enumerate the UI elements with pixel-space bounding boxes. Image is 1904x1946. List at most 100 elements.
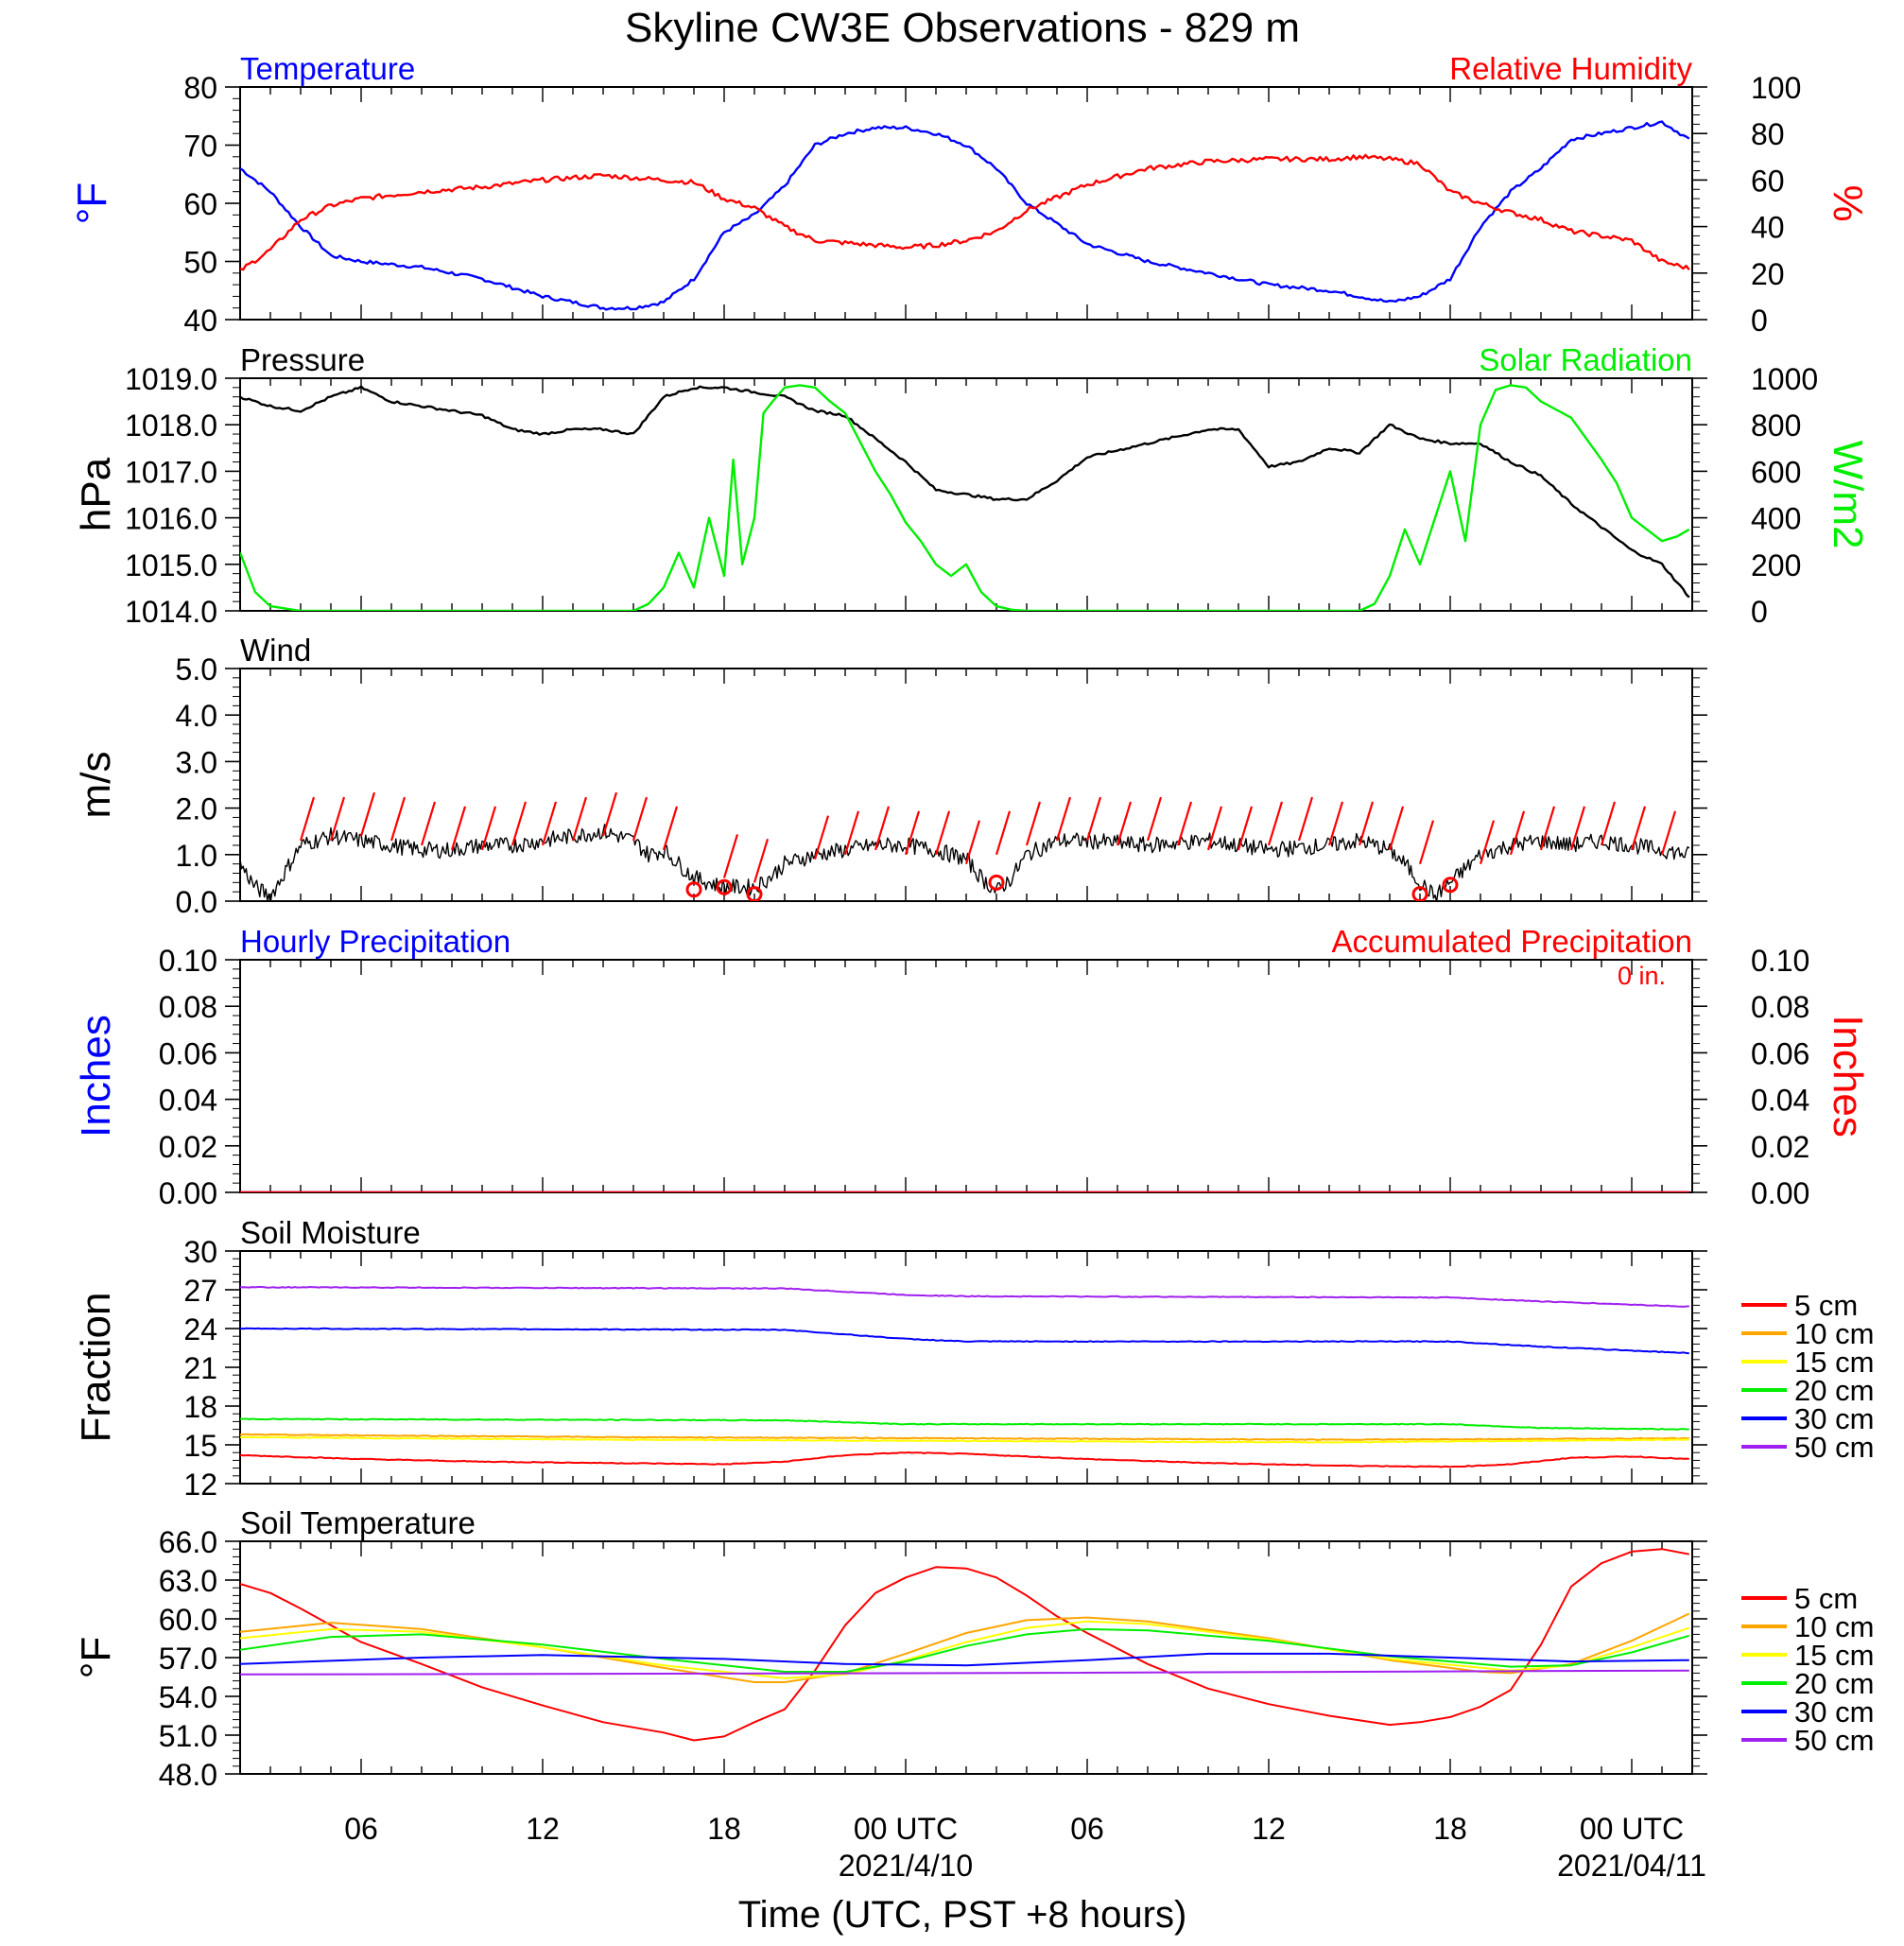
wind-barb-staff xyxy=(1025,801,1042,846)
wind-barb xyxy=(1146,796,1163,842)
series-group xyxy=(240,1286,1689,1468)
wind-barb xyxy=(843,810,860,856)
wind-barb xyxy=(1630,806,1647,851)
x-tick-label: 06 xyxy=(1070,1812,1104,1846)
wind-barb xyxy=(813,815,830,860)
y-tick-label-left: 1014.0 xyxy=(125,595,217,629)
y-axis-label-left: Fraction xyxy=(73,1293,119,1443)
wind-barb-staff xyxy=(1660,810,1677,856)
precip-total-annotation: 0 in. xyxy=(1618,962,1666,990)
wind-barb-staff xyxy=(359,791,376,837)
y-tick-label-left: 5.0 xyxy=(176,652,217,686)
y-tick-label-left: 12 xyxy=(183,1468,217,1502)
series-30-cm xyxy=(240,1652,1689,1667)
y-tick-label-left: 15 xyxy=(183,1429,217,1463)
y-axis-label-right: % xyxy=(1825,184,1871,221)
panel-precip: 0.00 0.02 0.04 0.06 0.08 0.10 0.00 0.02 0.04 0.06… xyxy=(73,924,1871,1210)
wind-barb-staff xyxy=(420,801,437,846)
wind-barb xyxy=(995,810,1012,856)
wind-barb xyxy=(1025,801,1042,846)
x-tick-label: 18 xyxy=(707,1812,741,1846)
y-tick-label-left: 0.06 xyxy=(159,1036,217,1070)
y-tick-label-right: 0.08 xyxy=(1751,990,1809,1024)
wind-barb xyxy=(1660,810,1677,856)
wind-barb-staff xyxy=(1297,796,1314,842)
panel-frame xyxy=(239,959,1693,1193)
legend-label: 20 cm xyxy=(1794,1667,1874,1700)
legend-label: 50 cm xyxy=(1794,1431,1874,1464)
wind-barb-staff xyxy=(511,801,528,846)
y-tick-label-left: 27 xyxy=(183,1274,217,1308)
legend-label: 50 cm xyxy=(1794,1724,1874,1757)
wind-barb-staff xyxy=(1116,801,1133,846)
wind-barb-staff xyxy=(571,796,588,842)
series-solar-radiation xyxy=(240,384,1690,611)
panel-pressure-solar: 1014.0 1015.0 1016.0 1017.0 1018.0 1019.0 0 200… xyxy=(73,342,1871,629)
y-tick-label-left: 2.0 xyxy=(176,792,217,826)
legend-label: 10 cm xyxy=(1794,1317,1874,1350)
y-tick-label-left: 60 xyxy=(183,187,217,221)
y-tick-label-left: 0.08 xyxy=(159,990,217,1024)
y-tick-label-left: 57.0 xyxy=(159,1642,217,1676)
wind-barb-staff xyxy=(1630,806,1647,851)
wind-barb xyxy=(1327,801,1344,846)
series-pressure xyxy=(240,385,1690,599)
legend-label: 15 cm xyxy=(1794,1346,1874,1379)
legend-label: 10 cm xyxy=(1794,1610,1874,1643)
wind-barb xyxy=(1479,820,1496,864)
series-50-cm xyxy=(240,1286,1689,1308)
wind-barb-staff xyxy=(1509,810,1526,856)
wind-barb xyxy=(1509,810,1526,856)
x-tick-label: 18 xyxy=(1433,1812,1467,1846)
y-tick-label-right: 0 xyxy=(1751,304,1768,338)
wind-barb xyxy=(1176,801,1193,846)
series-20-cm xyxy=(240,1417,1689,1431)
wind-barb-staff xyxy=(389,796,407,842)
series-30-cm xyxy=(240,1327,1689,1355)
wind-barb-staff xyxy=(662,806,679,851)
wind-barb-staff xyxy=(1085,796,1102,842)
wind-barb xyxy=(299,796,316,842)
panel-title-left: Soil Moisture xyxy=(240,1215,421,1250)
y-tick-label-left: 4.0 xyxy=(176,699,217,733)
x-tick-label: 00 UTC xyxy=(854,1812,958,1846)
series-50-cm xyxy=(240,1669,1689,1676)
legend-label: 5 cm xyxy=(1794,1582,1858,1615)
y-tick-label-right: 0.02 xyxy=(1751,1130,1809,1164)
x-tick-label: 00 UTC xyxy=(1580,1812,1684,1846)
panel-frame xyxy=(239,1250,1693,1485)
y-axis-label-left: Inches xyxy=(73,1015,119,1138)
wind-barb xyxy=(964,820,981,864)
wind-barb xyxy=(1116,801,1133,846)
date-label: 2021/04/11 xyxy=(1557,1849,1706,1883)
wind-barb-staff xyxy=(1206,806,1223,851)
wind-barb xyxy=(904,810,921,856)
y-tick-label-right: 0.04 xyxy=(1751,1084,1809,1118)
wind-barb-staff xyxy=(722,834,739,878)
y-tick-label-left: 63.0 xyxy=(159,1564,217,1598)
wind-barb-staff xyxy=(1237,806,1254,851)
wind-barb xyxy=(722,834,739,878)
y-tick-label-left: 1018.0 xyxy=(125,408,217,443)
wind-barb-staff xyxy=(1055,796,1072,842)
wind-barb-staff xyxy=(541,801,558,846)
panel-soil-temp: 48.0 51.0 54.0 57.0 60.0 63.0 66.0 Soil Tempera… xyxy=(73,1505,1874,1792)
y-tick-label-right: 200 xyxy=(1751,548,1801,582)
y-tick-label-left: 80 xyxy=(183,71,217,105)
y-tick-label-left: 30 xyxy=(183,1235,217,1269)
wind-barb xyxy=(1297,796,1314,842)
wind-barb-staff xyxy=(1418,820,1435,864)
wind-barb-staff xyxy=(874,806,891,851)
y-tick-label-right: 40 xyxy=(1751,211,1785,245)
panel-title-right: Relative Humidity xyxy=(1449,51,1692,86)
y-tick-label-left: 3.0 xyxy=(176,745,217,779)
panel-title-left: Wind xyxy=(240,633,311,668)
wind-barb-staff xyxy=(1600,801,1617,846)
calm-wind-marker xyxy=(746,886,763,901)
y-tick-label-left: 21 xyxy=(183,1351,217,1385)
panel-title-right: Solar Radiation xyxy=(1479,342,1692,377)
wind-barb xyxy=(1569,806,1586,851)
wind-barb-staff xyxy=(843,810,860,856)
wind-barb xyxy=(1388,806,1405,851)
